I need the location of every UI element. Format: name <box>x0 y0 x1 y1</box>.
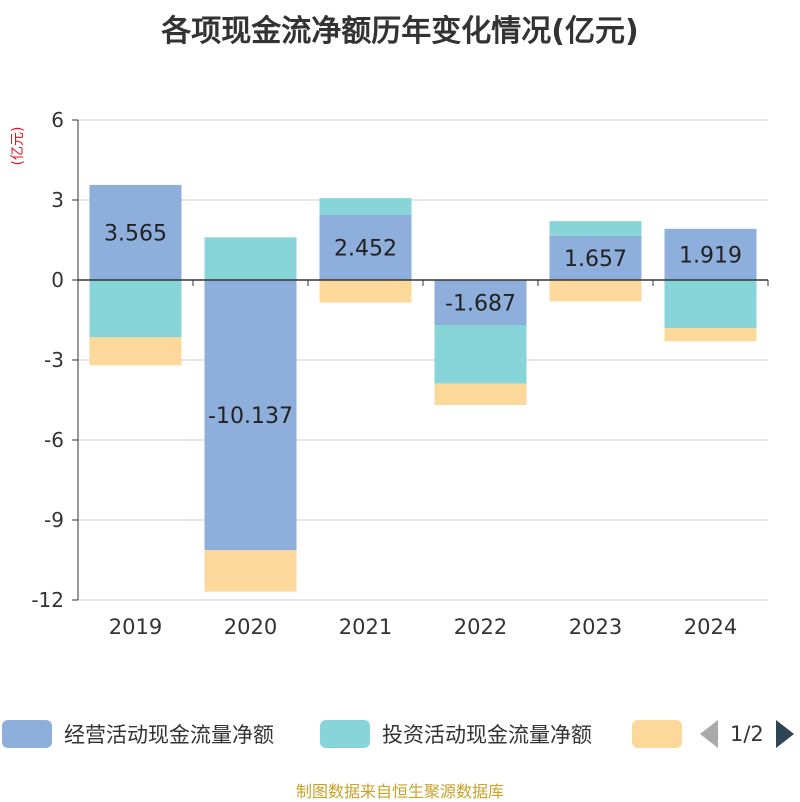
legend-item-third[interactable] <box>632 716 694 752</box>
legend-item-investing[interactable]: 投资活动现金流量净额 <box>320 716 592 752</box>
bar-series-0-2023[interactable] <box>549 235 642 280</box>
gridlines <box>78 119 768 601</box>
legend-item-operating[interactable]: 经营活动现金流量净额 <box>2 716 274 752</box>
data-label: 1.657 <box>564 247 627 272</box>
bar-series-1-2019[interactable] <box>89 280 182 338</box>
y-tick-label: -6 <box>44 428 64 452</box>
chart-plot: 6 3 0 -3 -6 -9 -12 2019 2020 2021 2022 2023 2024 3.5… <box>10 108 769 639</box>
axes: 6 3 0 -3 -6 -9 -12 2019 2020 2021 2022 2023 2024 <box>31 108 769 639</box>
bar-series-2-2024[interactable] <box>664 328 757 342</box>
legend-swatch-operating <box>2 720 52 748</box>
y-tick-label: -9 <box>44 508 64 532</box>
legend-label-investing: 投资活动现金流量净额 <box>382 723 592 747</box>
y-tick-label: 0 <box>51 268 64 292</box>
bar-series-0-2019[interactable] <box>89 184 182 280</box>
legend: 经营活动现金流量净额 投资活动现金流量净额 1/2 <box>0 716 800 752</box>
y-tick-label: -12 <box>31 588 64 612</box>
data-label: -1.687 <box>445 291 516 316</box>
bar-series-0-2021[interactable] <box>319 214 412 280</box>
data-labels: 3.565 -10.137 2.452 -1.687 1.657 1.919 <box>104 221 742 429</box>
y-tick-label: -3 <box>44 348 64 372</box>
data-label: 3.565 <box>104 221 167 246</box>
bar-series-0-2024[interactable] <box>664 228 757 280</box>
bar-series-0-2022[interactable] <box>434 280 527 325</box>
legend-page-indicator: 1/2 <box>730 722 764 746</box>
bar-series-1-2021[interactable] <box>319 198 412 215</box>
y-tick-label: 6 <box>51 108 64 132</box>
bar-series-0-2020[interactable] <box>204 280 297 551</box>
x-tick-label: 2020 <box>224 615 277 639</box>
bar-series-1-2024[interactable] <box>664 280 757 328</box>
legend-prev-page-icon[interactable] <box>700 720 718 748</box>
data-source-note: 制图数据来自恒生聚源数据库 <box>295 782 504 801</box>
legend-next-page-icon[interactable] <box>775 720 794 748</box>
bar-series-2-2020[interactable] <box>204 550 297 592</box>
x-tick-label: 2021 <box>339 615 392 639</box>
y-tick-label: 3 <box>51 188 64 212</box>
x-tick-label: 2023 <box>569 615 622 639</box>
legend-label-operating: 经营活动现金流量净额 <box>64 723 274 747</box>
bar-series-2-2019[interactable] <box>89 337 182 366</box>
bar-series-2-2021[interactable] <box>319 280 412 303</box>
bars <box>89 184 757 592</box>
data-label: 2.452 <box>334 236 397 261</box>
x-tick-label: 2019 <box>109 615 162 639</box>
chart-title: 各项现金流净额历年变化情况(亿元) <box>161 14 639 49</box>
bar-series-2-2022[interactable] <box>434 383 527 405</box>
data-label: 1.919 <box>679 243 742 268</box>
legend-swatch-third <box>632 720 682 748</box>
bar-series-1-2022[interactable] <box>434 324 527 384</box>
bar-series-1-2020[interactable] <box>204 237 297 280</box>
legend-pager: 1/2 <box>700 716 794 752</box>
data-label: -10.137 <box>208 404 293 429</box>
y-axis-unit-label: (亿元) <box>10 127 26 166</box>
bar-series-1-2023[interactable] <box>549 221 642 236</box>
bar-series-2-2023[interactable] <box>549 280 642 302</box>
x-tick-label: 2022 <box>454 615 507 639</box>
x-tick-label: 2024 <box>684 615 737 639</box>
legend-swatch-investing <box>320 720 370 748</box>
